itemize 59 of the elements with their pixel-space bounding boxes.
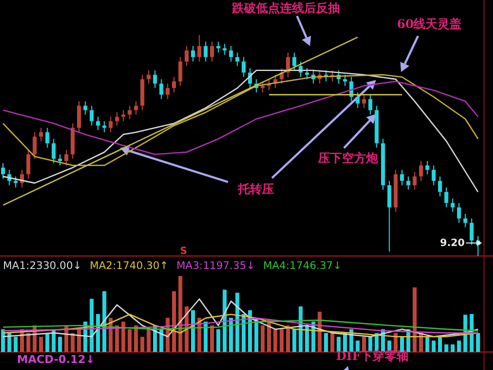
annotation: 压下空方炮 <box>317 151 379 165</box>
bar <box>14 336 18 352</box>
bar <box>324 333 328 352</box>
bar <box>216 329 220 352</box>
bar <box>336 336 341 352</box>
bar <box>204 322 208 352</box>
annotation: S <box>180 246 188 257</box>
bar <box>330 333 334 352</box>
bar <box>159 329 164 352</box>
bar <box>444 344 448 352</box>
bar <box>305 325 309 352</box>
text: 跌破低点连线后反抽 <box>231 1 340 15</box>
annotation: 托转压 <box>237 182 274 196</box>
bar <box>45 333 50 352</box>
bar <box>121 322 126 352</box>
bar <box>368 336 372 352</box>
text: MA3:1197.35↓ <box>176 260 256 272</box>
bar <box>273 329 278 352</box>
bar <box>191 310 195 352</box>
bar <box>178 276 182 352</box>
bar <box>356 340 360 352</box>
annotation: DIF下穿零轴 <box>336 349 409 363</box>
bar <box>70 333 75 352</box>
bar <box>450 344 455 352</box>
bar <box>146 329 151 352</box>
bar <box>26 333 30 352</box>
text: MA2:1740.30↑ <box>90 260 168 272</box>
bar <box>77 329 81 352</box>
bar <box>39 336 43 352</box>
bar <box>292 329 296 352</box>
bar <box>343 333 347 352</box>
text: MA4:1746.37↓ <box>263 260 342 272</box>
bar <box>7 333 12 352</box>
bar <box>140 336 144 352</box>
bar <box>457 340 461 352</box>
bar <box>210 325 214 352</box>
bar <box>128 329 132 352</box>
bar <box>172 291 176 352</box>
bar <box>280 329 284 352</box>
bar <box>58 336 62 352</box>
bar <box>52 329 56 352</box>
bar <box>286 325 290 352</box>
bar <box>115 325 119 352</box>
bar <box>432 340 436 352</box>
bar <box>235 292 240 352</box>
bar <box>476 333 480 352</box>
bar <box>412 287 417 352</box>
bar <box>229 318 233 352</box>
text: 60线天灵盖 <box>397 17 462 31</box>
bar <box>425 336 430 352</box>
bar <box>362 336 366 352</box>
bar <box>260 325 265 352</box>
bar <box>254 318 258 352</box>
bar <box>438 336 442 352</box>
bar <box>134 325 138 352</box>
text: MA1:2330.00↓ <box>3 260 82 272</box>
annotation: 9.20 <box>440 238 465 249</box>
text: MACD-0.12↓ <box>17 353 95 366</box>
bar <box>463 314 468 352</box>
